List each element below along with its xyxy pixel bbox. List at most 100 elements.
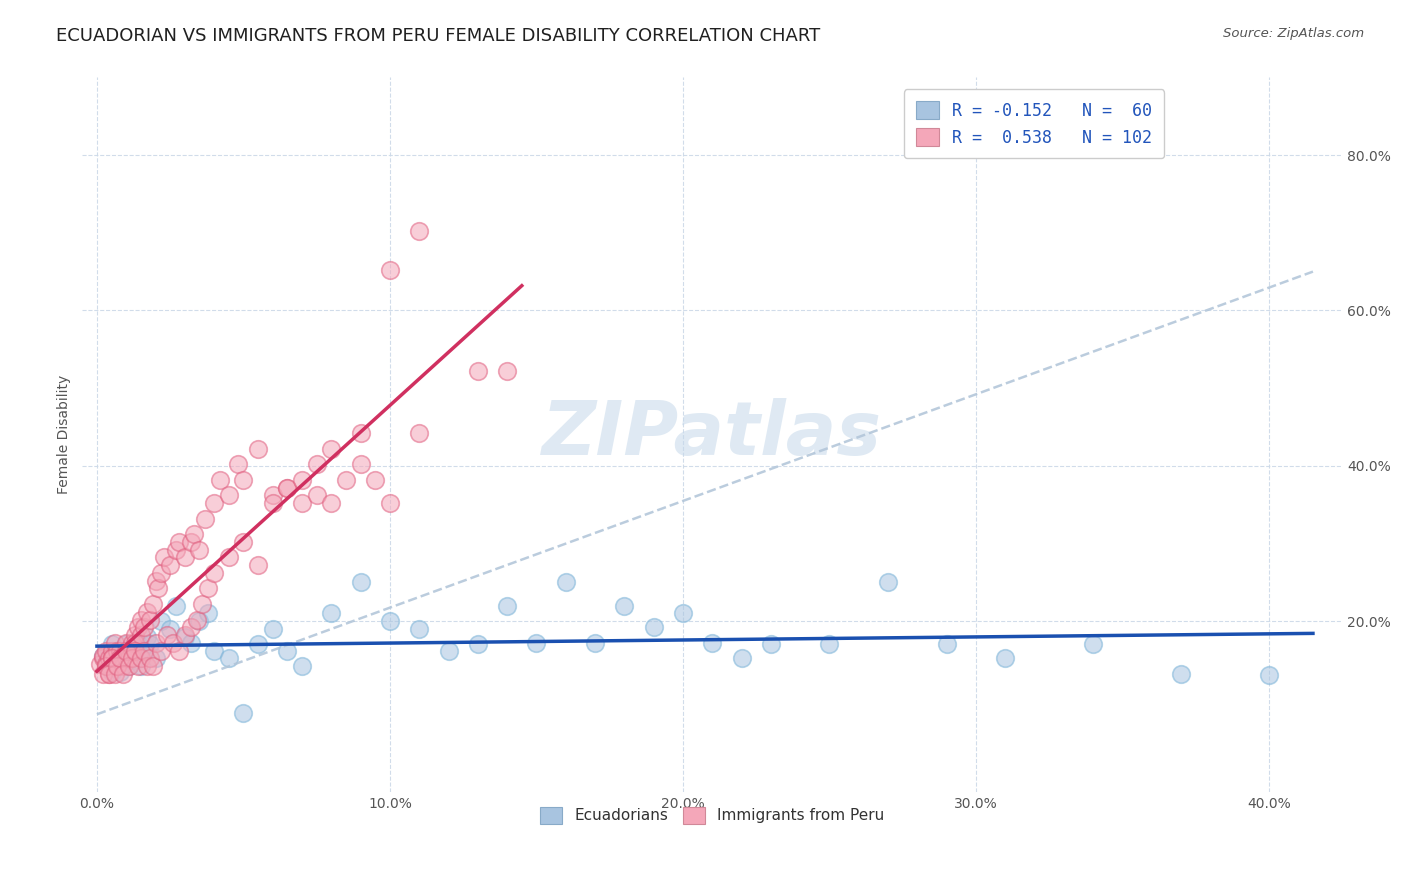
Point [276, 481, 298, 495]
Point [115, 636, 138, 650]
Point [877, 575, 900, 590]
Point [97, 645, 120, 659]
Point [103, 653, 125, 667]
Point [112, 659, 135, 673]
Point [103, 636, 125, 650]
Point [150, 643, 173, 657]
Point [496, 364, 519, 378]
Point [730, 651, 752, 665]
Point [167, 534, 190, 549]
Point [142, 597, 165, 611]
Point [197, 582, 219, 596]
Point [118, 651, 141, 665]
Point [124, 653, 146, 667]
Point [994, 651, 1017, 665]
Point [129, 651, 152, 665]
Point [173, 628, 195, 642]
Point [94, 659, 117, 673]
Point [291, 473, 314, 487]
Point [183, 527, 205, 541]
Point [110, 643, 132, 657]
Point [186, 613, 208, 627]
Point [350, 457, 373, 471]
Point [613, 599, 636, 613]
Point [91, 651, 114, 665]
Point [1258, 668, 1281, 682]
Point [262, 496, 284, 510]
Point [759, 637, 782, 651]
Point [305, 457, 328, 471]
Point [129, 613, 152, 627]
Point [145, 636, 167, 650]
Point [115, 643, 138, 657]
Point [262, 622, 284, 636]
Point [526, 636, 548, 650]
Point [262, 488, 284, 502]
Point [702, 636, 724, 650]
Point [321, 442, 343, 456]
Point [165, 542, 187, 557]
Point [97, 667, 120, 681]
Point [121, 651, 143, 665]
Point [94, 657, 117, 671]
Point [107, 643, 129, 657]
Point [276, 481, 298, 495]
Point [153, 550, 176, 565]
Point [129, 628, 152, 642]
Point [159, 558, 181, 573]
Point [321, 496, 343, 510]
Point [180, 636, 202, 650]
Point [132, 620, 155, 634]
Point [127, 659, 149, 673]
Point [305, 488, 328, 502]
Text: ZIPatlas: ZIPatlas [543, 398, 883, 471]
Point [202, 643, 225, 657]
Point [91, 667, 114, 681]
Point [100, 651, 122, 665]
Point [335, 473, 357, 487]
Point [145, 651, 167, 665]
Point [583, 636, 606, 650]
Point [138, 651, 160, 665]
Point [226, 457, 249, 471]
Point [408, 224, 430, 238]
Point [191, 597, 214, 611]
Point [148, 582, 170, 596]
Point [107, 659, 129, 673]
Point [129, 659, 152, 673]
Point [112, 643, 135, 657]
Point [110, 665, 132, 679]
Point [218, 651, 240, 665]
Point [100, 665, 122, 679]
Point [208, 473, 231, 487]
Text: Source: ZipAtlas.com: Source: ZipAtlas.com [1223, 27, 1364, 40]
Point [100, 637, 122, 651]
Point [554, 575, 576, 590]
Point [162, 636, 184, 650]
Point [218, 550, 240, 565]
Point [935, 637, 957, 651]
Point [643, 620, 665, 634]
Point [91, 648, 114, 663]
Point [247, 442, 270, 456]
Point [100, 651, 122, 665]
Point [135, 659, 157, 673]
Point [97, 651, 120, 665]
Point [437, 643, 460, 657]
Point [167, 643, 190, 657]
Point [378, 263, 401, 277]
Point [118, 659, 141, 673]
Point [124, 628, 146, 642]
Point [188, 542, 211, 557]
Point [138, 613, 160, 627]
Point [364, 473, 387, 487]
Point [121, 643, 143, 657]
Point [218, 488, 240, 502]
Point [321, 607, 343, 621]
Y-axis label: Female Disability: Female Disability [58, 375, 72, 494]
Point [350, 575, 373, 590]
Point [110, 651, 132, 665]
Point [408, 426, 430, 441]
Point [142, 659, 165, 673]
Point [107, 657, 129, 671]
